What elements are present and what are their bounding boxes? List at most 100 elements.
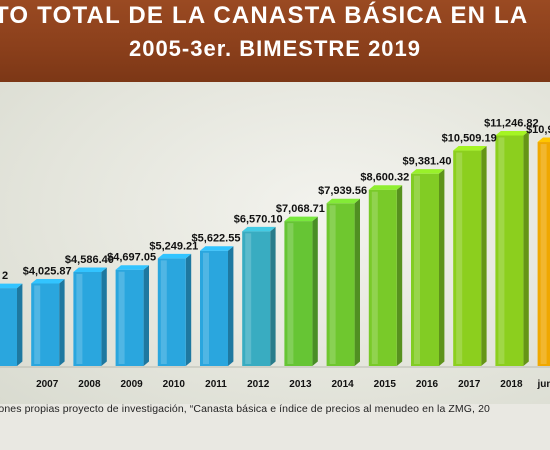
x-tick-label: 2015 (374, 379, 397, 390)
bar-side-face (439, 169, 445, 366)
bar-value-label: $9,381.40 (403, 156, 452, 168)
x-tick-label: 2009 (120, 379, 143, 390)
bar-value-label: $5,249.21 (149, 240, 198, 252)
bar-side-face (228, 246, 234, 366)
bar-2006 (0, 283, 23, 366)
bar-highlight (329, 205, 336, 364)
bar-top-face (31, 278, 65, 284)
bar-front-face (115, 269, 144, 366)
chart-title-line-2: 2005-3er. BIMESTRE 2019 (128, 36, 422, 61)
bar-front-face (31, 283, 60, 366)
bar-value-label: $7,068.71 (276, 203, 325, 215)
bar-value-label: $6,570.10 (234, 213, 283, 225)
bar-highlight (540, 144, 547, 364)
x-tick-label: 2010 (163, 379, 186, 390)
bar-top-face (157, 253, 192, 259)
bar-value-label: $4,025.87 (23, 265, 72, 277)
bar-jun.-19 (537, 137, 550, 366)
bar-value-label: 2 (2, 270, 8, 282)
bar-front-face (200, 250, 228, 366)
bar-side-face (523, 130, 529, 366)
bar-top-face (326, 198, 360, 204)
bar-2018 (495, 130, 529, 366)
chart-title-line-1: TO TOTAL DE LA CANASTA BÁSICA EN LA (0, 2, 529, 29)
bar-value-label: $4,586.40 (65, 254, 114, 266)
bar-highlight (160, 260, 167, 364)
bar-2011 (200, 246, 234, 366)
bar-front-face (495, 135, 524, 366)
bar-top-face (242, 226, 276, 232)
x-tick-label: 2007 (36, 379, 59, 390)
bar-2013 (284, 216, 318, 366)
bar-front-face (284, 221, 313, 366)
x-tick-label: 2016 (416, 379, 439, 390)
bar-value-label: $10,509.19 (442, 133, 497, 145)
bar-side-face (481, 146, 487, 366)
bar-side-face (59, 278, 65, 366)
bar-highlight (498, 137, 505, 364)
bar-front-face (157, 258, 186, 366)
bar-top-face (537, 137, 550, 143)
bar-front-face (537, 142, 550, 366)
bar-2007 (31, 278, 65, 366)
bar-front-face (368, 189, 397, 366)
bar-2016 (411, 169, 445, 366)
chart-title-banner: TO TOTAL DE LA CANASTA BÁSICA EN LA 2005… (0, 0, 550, 82)
bar-2014 (326, 198, 360, 366)
bar-top-face (411, 169, 445, 174)
x-tick-label: 2008 (78, 379, 101, 390)
bar-side-face (270, 226, 276, 366)
x-tick-label: 2014 (331, 379, 354, 390)
bar-2015 (368, 185, 403, 366)
bar-side-face (185, 253, 192, 366)
bar-2017 (453, 146, 487, 366)
bar-highlight (456, 152, 463, 364)
bar-highlight (287, 223, 294, 364)
bar-value-label: $4,697.05 (107, 252, 156, 264)
bar-side-face (143, 265, 149, 366)
bar-front-face (242, 231, 271, 366)
bar-front-face (326, 203, 355, 366)
bar-2008 (73, 267, 107, 366)
x-tick-label: jun.-19 (536, 379, 550, 390)
bar-top-face (200, 246, 234, 251)
bar-front-face (411, 173, 439, 366)
bar-highlight (118, 271, 125, 364)
bar-highlight (371, 191, 378, 364)
x-tick-label: 2017 (458, 379, 481, 390)
x-tick-label: 2011 (205, 379, 227, 390)
bar-front-face (73, 271, 102, 366)
bar-value-label: $5,622.55 (192, 233, 241, 245)
bar-front-face (0, 288, 17, 366)
bar-top-face (368, 185, 403, 190)
bar-2012 (242, 226, 276, 366)
bar-chart: 2 $4,025.87$4,586.40$4,697.05$5,249.21$5,… (0, 117, 550, 390)
bar-2009 (115, 265, 149, 366)
bar-top-face (453, 146, 487, 151)
bar-value-label: $8,600.32 (360, 172, 409, 184)
bar-2010 (157, 253, 192, 366)
bar-value-label: $10,925.17 (526, 124, 550, 136)
bar-highlight (34, 285, 41, 364)
bar-highlight (203, 252, 209, 364)
bar-side-face (312, 216, 318, 366)
chart-plot-area: 2 $4,025.87 $4,586.40 $4,697.05 $5,249.21 $5,… (0, 82, 550, 404)
x-tick-label: 2018 (500, 379, 523, 390)
bar-highlight (414, 175, 420, 364)
bar-side-face (396, 185, 403, 366)
bar-value-label: $11,246.82 (484, 117, 538, 129)
bar-value-label: $7,939.56 (318, 185, 367, 197)
bar-top-face (115, 265, 149, 270)
bar-highlight (76, 273, 83, 364)
bar-front-face (453, 150, 482, 366)
source-note: iones propias proyecto de investigación,… (0, 403, 490, 415)
bar-top-face (73, 267, 107, 272)
bar-top-face (495, 130, 529, 136)
bar-top-face (284, 216, 318, 222)
x-tick-label: 2012 (247, 379, 270, 390)
bar-side-face (17, 283, 23, 366)
bar-side-face (101, 267, 107, 366)
x-tick-label: 2013 (289, 379, 312, 390)
bar-side-face (354, 198, 360, 366)
bar-top-face (0, 283, 23, 289)
